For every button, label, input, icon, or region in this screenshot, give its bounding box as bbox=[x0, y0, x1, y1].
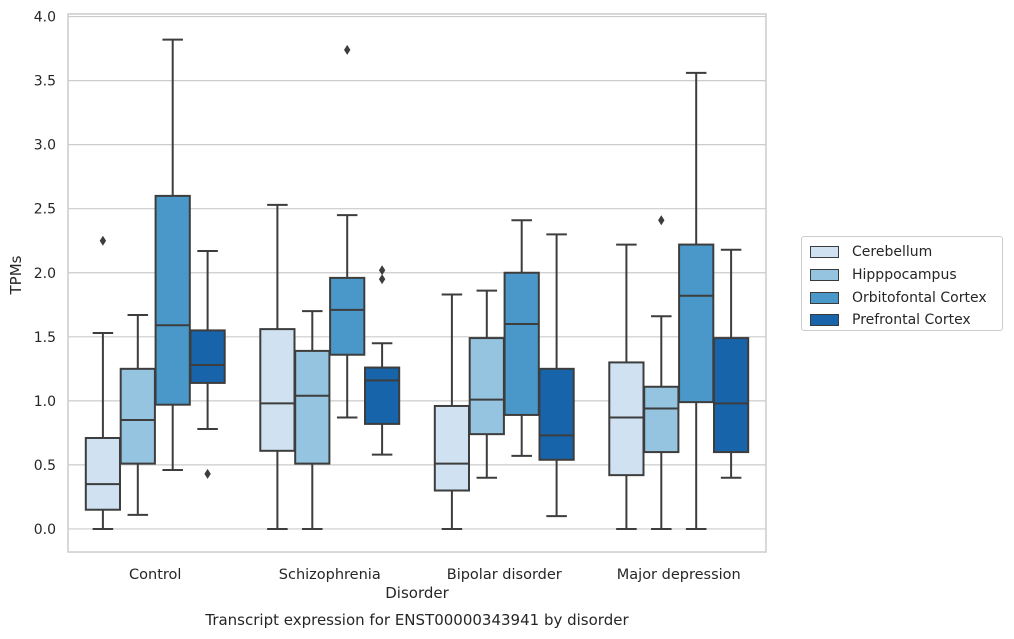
box bbox=[538, 367, 575, 461]
legend-item: Cerebellum bbox=[810, 241, 1002, 264]
y-tick-label: 1.0 bbox=[34, 394, 56, 410]
box bbox=[119, 367, 156, 465]
legend-swatch bbox=[810, 291, 839, 304]
legend-item: Prefrontal Cortex bbox=[810, 309, 1002, 332]
y-tick-label: 0.5 bbox=[34, 458, 56, 474]
box bbox=[84, 436, 122, 511]
legend-swatch bbox=[810, 314, 839, 327]
outlier-point bbox=[99, 235, 107, 246]
x-tick-label: Major depression bbox=[617, 567, 741, 583]
y-tick-label: 2.0 bbox=[34, 266, 56, 282]
y-tick-label: 4.0 bbox=[34, 10, 56, 26]
legend-swatch bbox=[810, 246, 839, 259]
box bbox=[363, 366, 401, 425]
y-axis-label: TPMs bbox=[7, 255, 25, 295]
legend-label: Orbitofontal Cortex bbox=[852, 289, 987, 306]
box bbox=[608, 361, 645, 477]
box bbox=[433, 404, 471, 492]
legend: Cerebellum Hipppocampus Orbitofontal Cor… bbox=[801, 236, 1003, 331]
box bbox=[503, 271, 540, 416]
plot-frame bbox=[67, 13, 767, 553]
y-tick-label: 0.0 bbox=[34, 522, 56, 538]
outlier-point bbox=[658, 215, 665, 226]
box bbox=[294, 349, 331, 465]
outlier-point bbox=[204, 468, 211, 479]
legend-label: Prefrontal Cortex bbox=[852, 312, 971, 329]
box bbox=[154, 194, 191, 406]
box bbox=[678, 243, 715, 404]
y-tick-label: 2.5 bbox=[34, 202, 56, 218]
legend-label: Hipppocampus bbox=[852, 267, 957, 284]
legend-swatch bbox=[810, 269, 839, 282]
outlier-point bbox=[344, 44, 351, 55]
y-tick-label: 3.0 bbox=[34, 138, 56, 154]
box bbox=[712, 337, 750, 454]
x-tick-label: Schizophrenia bbox=[279, 567, 381, 583]
box bbox=[643, 385, 680, 454]
box bbox=[468, 337, 505, 436]
box bbox=[259, 328, 296, 452]
y-tick-label: 3.5 bbox=[34, 74, 56, 90]
outlier-point bbox=[378, 265, 386, 276]
x-tick-label: Control bbox=[129, 567, 181, 583]
outlier-point bbox=[378, 274, 386, 285]
x-axis-label: Disorder bbox=[385, 584, 449, 602]
box bbox=[189, 329, 226, 384]
legend-item: Hipppocampus bbox=[810, 264, 1002, 287]
legend-item: Orbitofontal Cortex bbox=[810, 286, 1002, 309]
x-tick-label: Bipolar disorder bbox=[447, 567, 562, 583]
legend-label: Cerebellum bbox=[852, 244, 933, 261]
y-tick-label: 1.5 bbox=[34, 330, 56, 346]
figure-caption: Transcript expression for ENST0000034394… bbox=[205, 611, 629, 629]
box bbox=[329, 276, 366, 356]
